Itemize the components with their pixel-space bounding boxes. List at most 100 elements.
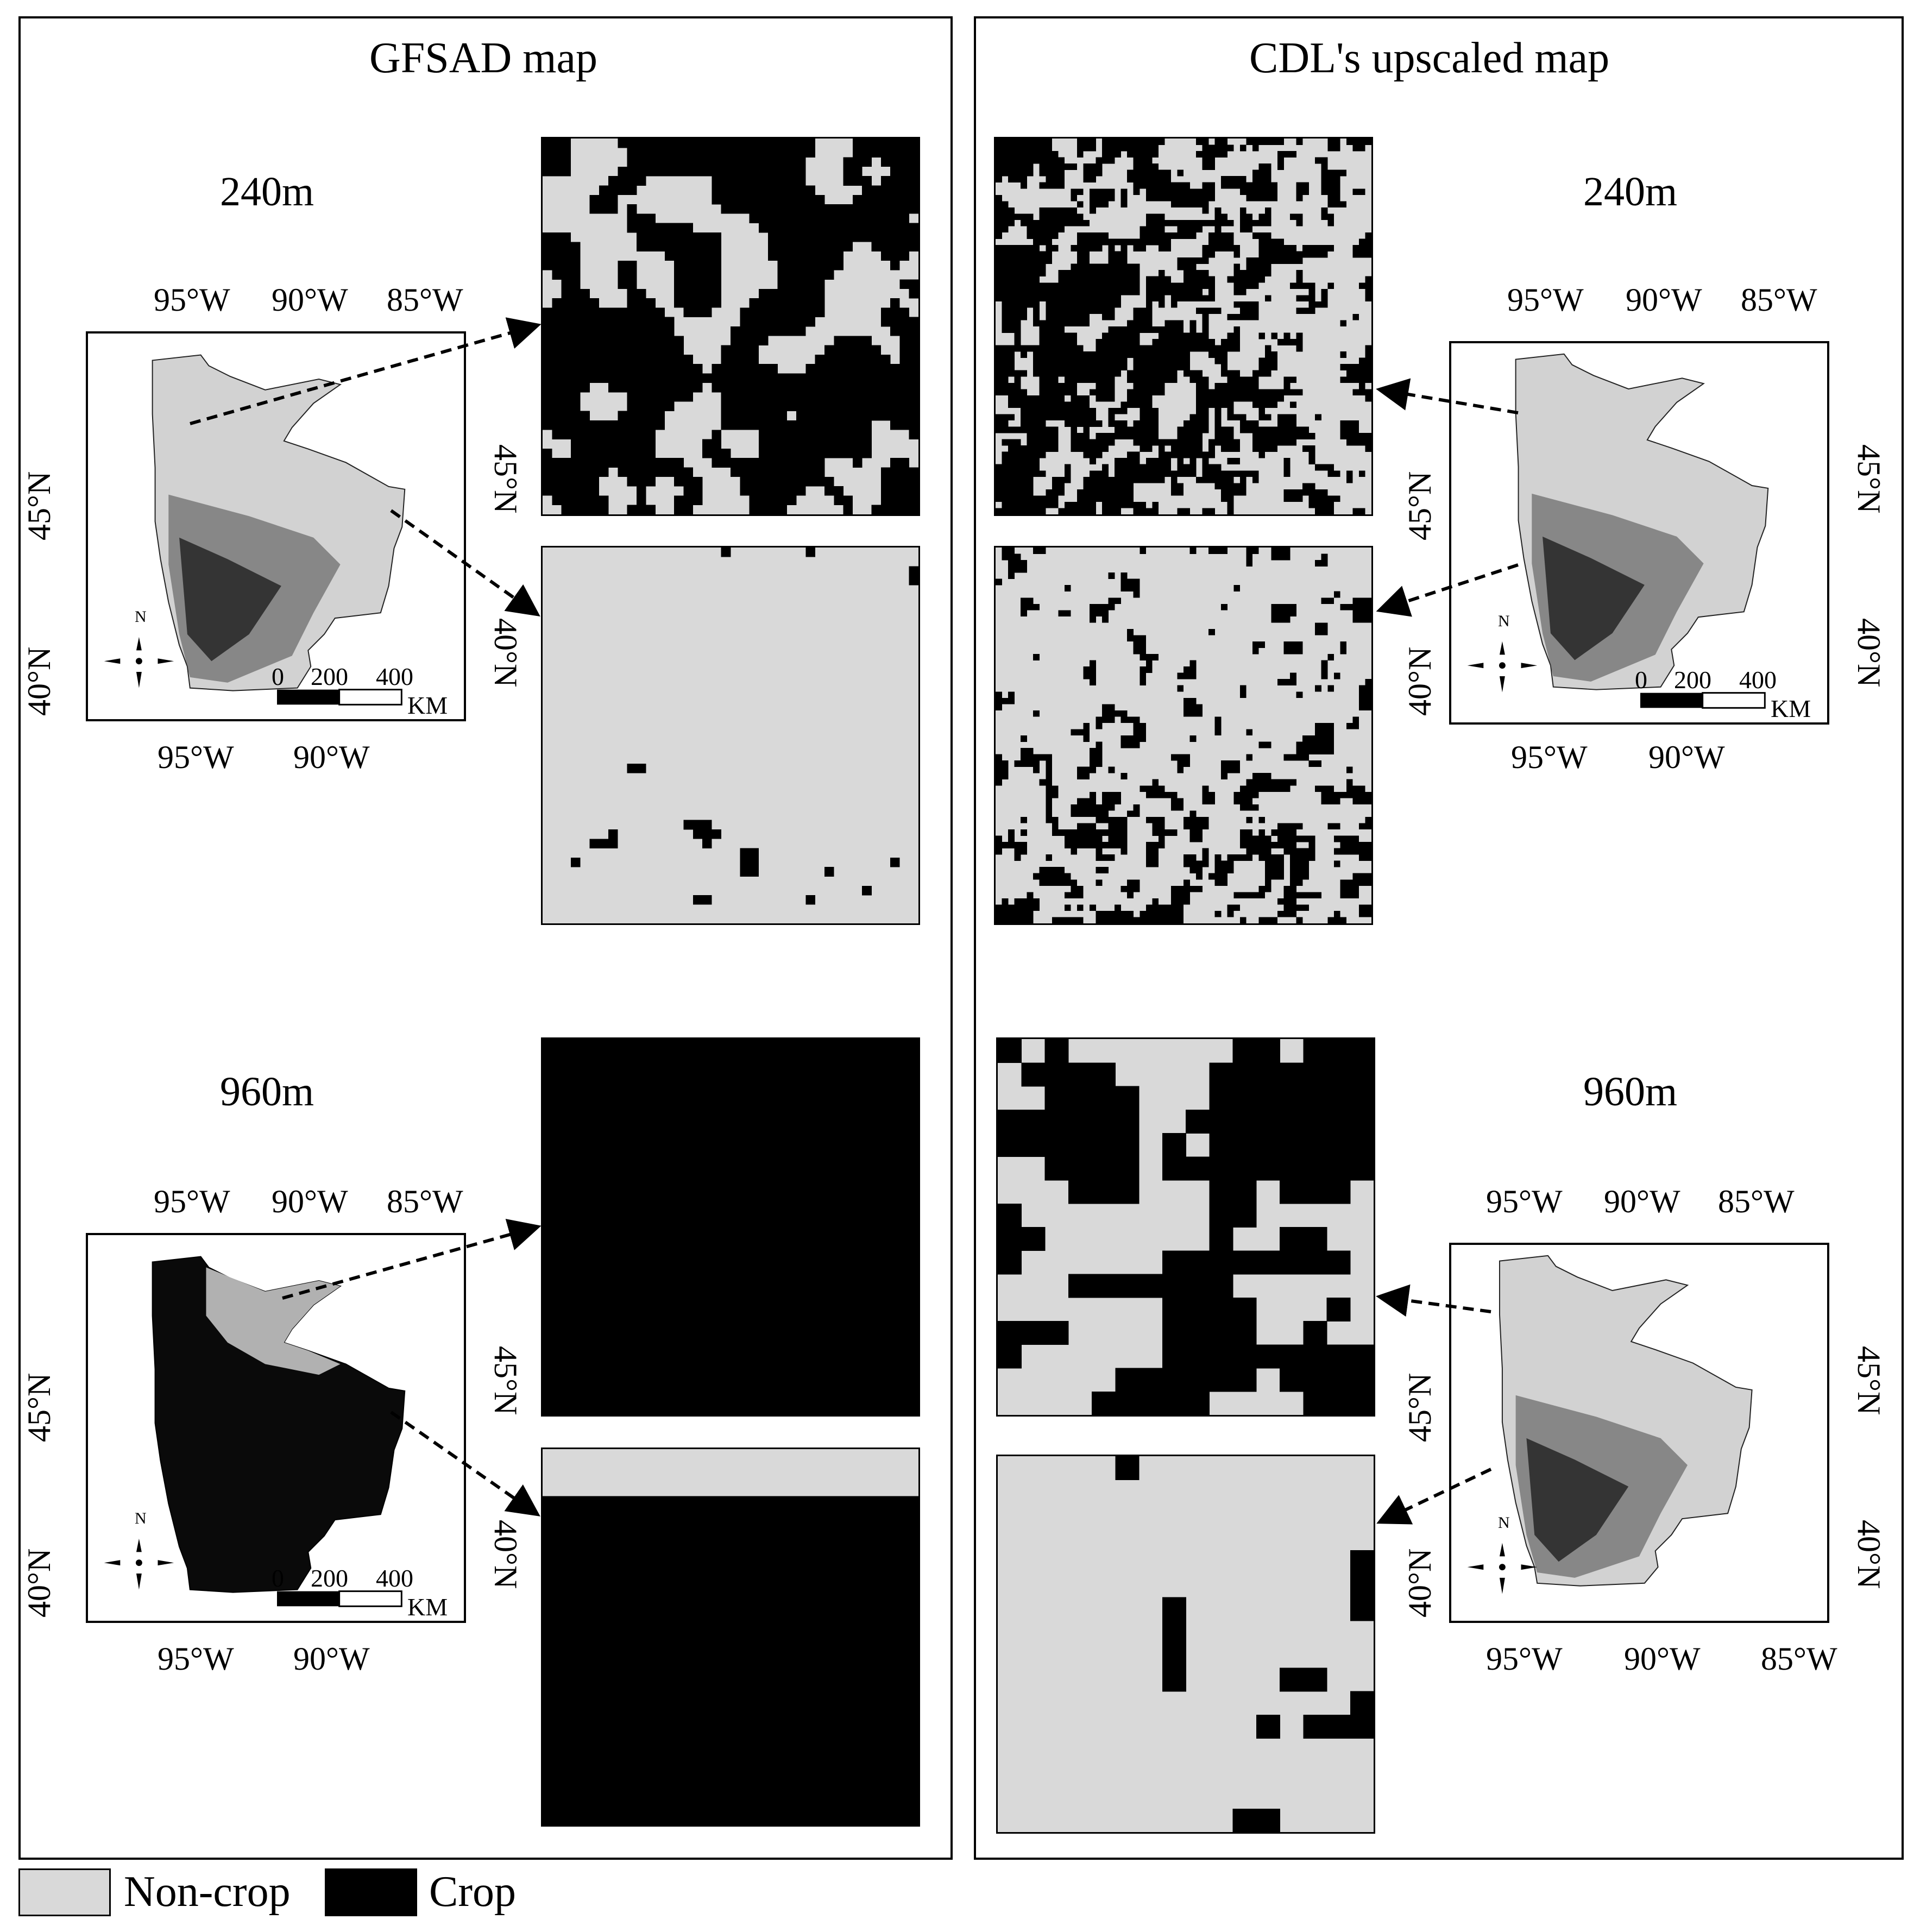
crop-cell [996, 370, 1002, 377]
crop-cell [815, 204, 825, 214]
crop-cell [862, 232, 872, 242]
crop-cell [1133, 276, 1140, 283]
crop-cell [1214, 879, 1222, 886]
crop-cell [1170, 791, 1178, 798]
crop-cell [1315, 685, 1321, 692]
crop-cell [1365, 603, 1371, 611]
crop-cell [1108, 389, 1115, 396]
crop-cell [777, 448, 788, 458]
crop-cell [899, 382, 910, 393]
crop-cell [1258, 370, 1266, 377]
crop-cell [843, 439, 853, 449]
crop-cell [1158, 238, 1165, 246]
crop-cell [996, 226, 1002, 233]
crop-cell [1046, 207, 1053, 214]
gfsad240-scale-200: 200 [311, 663, 348, 690]
crop-cell [754, 1543, 778, 1568]
crop-cell [909, 185, 918, 196]
crop-cell [1164, 219, 1172, 226]
crop-cell [1333, 188, 1340, 196]
crop-cell [660, 1496, 684, 1520]
crop-cell [777, 411, 788, 421]
crop-cell [1302, 867, 1309, 873]
crop-cell [815, 430, 825, 439]
crop-cell [1133, 313, 1140, 320]
crop-cell [1002, 766, 1009, 773]
crop-cell [1164, 910, 1172, 917]
crop-cell [1108, 139, 1115, 145]
crop-cell [683, 486, 694, 496]
crop-cell [1002, 169, 1009, 177]
crop-cell [1227, 332, 1234, 339]
crop-cell [1189, 288, 1197, 295]
crop-cell [1046, 282, 1053, 290]
crop-cell [1252, 270, 1259, 276]
crop-cell [1090, 188, 1096, 196]
crop-cell [1264, 139, 1271, 145]
crop-cell [1358, 791, 1365, 798]
crop-cell [777, 260, 788, 270]
crop-cell [996, 376, 1002, 383]
crop-cell [843, 176, 853, 186]
crop-cell [1014, 169, 1021, 177]
crop-cell [1071, 439, 1078, 446]
crop-cell [1358, 364, 1365, 370]
crop-cell [768, 401, 778, 412]
crop-cell [1014, 332, 1021, 339]
crop-cell [1077, 307, 1084, 314]
crop-cell [852, 373, 863, 383]
crop-cell [1271, 351, 1278, 358]
crop-cell [580, 336, 590, 345]
crop-cell [683, 1637, 708, 1662]
crop-cell [1120, 426, 1128, 433]
crop-cell [570, 448, 581, 458]
crop-cell [862, 364, 872, 374]
crop-cell [552, 148, 562, 158]
crop-cell [1021, 251, 1027, 258]
crop-cell [871, 1496, 896, 1520]
crop-cell [1002, 420, 1009, 427]
crop-cell [1002, 163, 1009, 170]
crop-cell [570, 476, 581, 487]
crop-cell [1233, 288, 1241, 295]
crop-cell [1008, 157, 1015, 164]
crop-cell [1027, 597, 1034, 605]
crop-cell [1350, 1550, 1374, 1575]
crop-cell [1152, 464, 1159, 471]
crop-cell [1090, 176, 1096, 182]
crop-cell [1140, 910, 1147, 917]
crop-cell [1327, 188, 1334, 196]
crop-cell [674, 354, 684, 364]
crop-cell [1039, 382, 1046, 389]
crop-cell [1102, 508, 1109, 514]
crop-cell [1090, 672, 1096, 679]
crop-cell [1280, 1368, 1304, 1392]
crop-cell [1077, 766, 1084, 773]
crop-cell [637, 1684, 661, 1708]
crop-cell [899, 148, 910, 158]
crop-cell [880, 392, 891, 402]
crop-cell [758, 401, 769, 412]
crop-cell [1227, 376, 1234, 383]
crop-cell [1058, 176, 1065, 182]
crop-cell [731, 1590, 755, 1614]
crop-cell [1140, 320, 1147, 327]
crop-cell [1232, 1086, 1257, 1110]
crop-cell [1290, 842, 1296, 848]
crop-cell [1227, 860, 1234, 867]
crop-cell [1239, 476, 1247, 483]
crop-cell [805, 270, 816, 280]
crop-cell [1002, 201, 1009, 208]
crop-cell [777, 298, 788, 308]
crop-cell [1058, 270, 1065, 276]
crop-cell [1232, 1321, 1257, 1345]
crop-cell [1096, 282, 1103, 290]
crop-cell [660, 1731, 684, 1755]
crop-cell [731, 411, 740, 421]
crop-cell [1133, 476, 1140, 483]
crop-cell [1008, 307, 1015, 314]
crop-cell [1239, 307, 1247, 314]
crop-cell [1283, 848, 1291, 855]
crop-cell [1365, 616, 1371, 623]
crop-cell [801, 1684, 825, 1708]
